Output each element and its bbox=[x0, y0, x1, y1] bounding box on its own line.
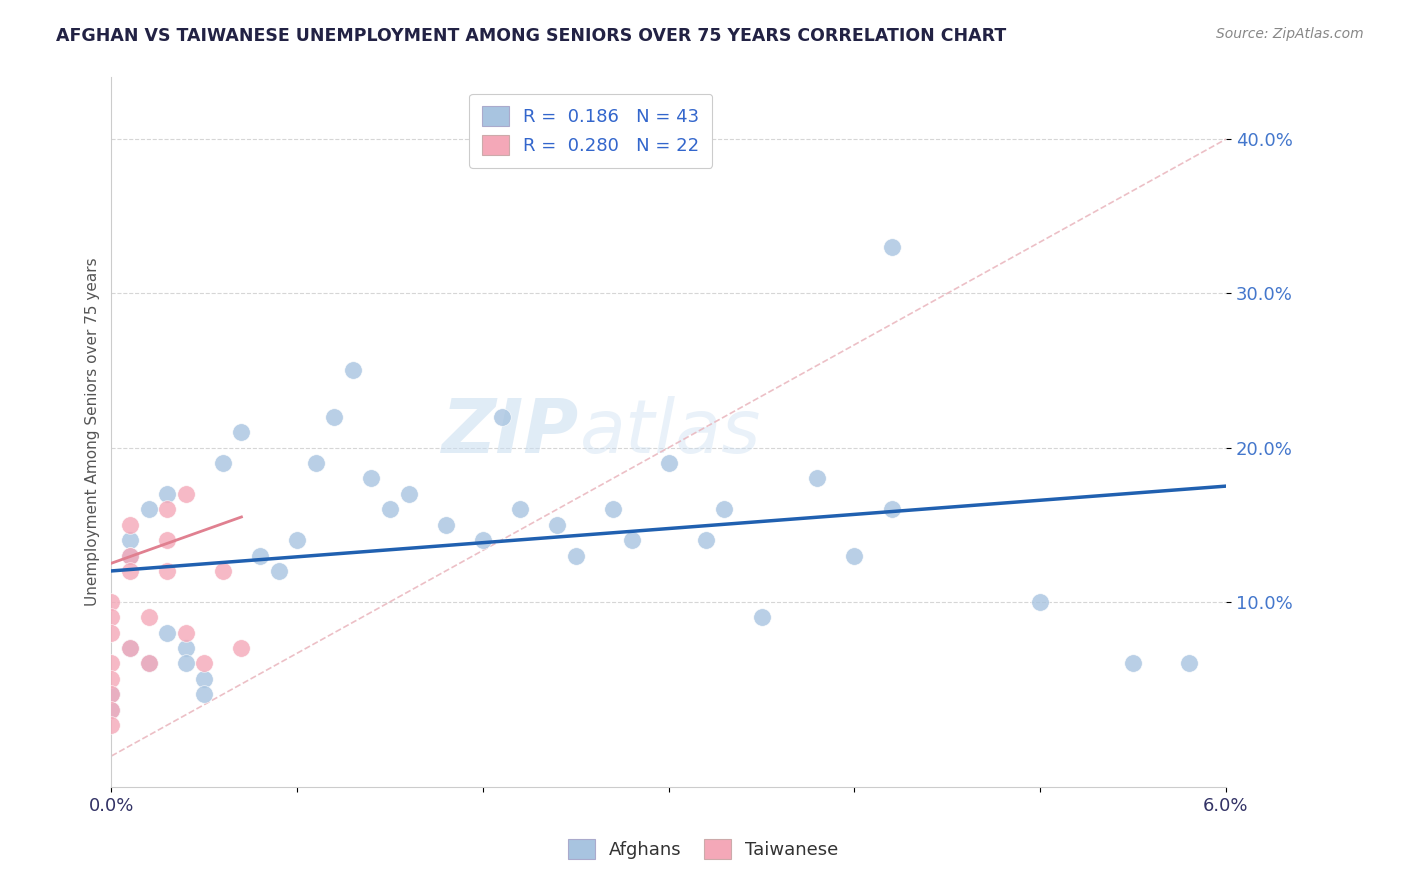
Point bbox=[231, 425, 253, 439]
Point bbox=[174, 487, 197, 501]
Point bbox=[880, 240, 903, 254]
Point bbox=[156, 625, 179, 640]
Point bbox=[751, 610, 773, 624]
Text: AFGHAN VS TAIWANESE UNEMPLOYMENT AMONG SENIORS OVER 75 YEARS CORRELATION CHART: AFGHAN VS TAIWANESE UNEMPLOYMENT AMONG S… bbox=[56, 27, 1007, 45]
Point bbox=[100, 657, 122, 671]
Point bbox=[193, 672, 215, 686]
Point bbox=[156, 564, 179, 578]
Point bbox=[212, 564, 235, 578]
Point bbox=[174, 657, 197, 671]
Point bbox=[231, 641, 253, 656]
Point bbox=[491, 409, 513, 424]
Point bbox=[620, 533, 643, 547]
Point bbox=[602, 502, 624, 516]
Point bbox=[118, 533, 141, 547]
Point bbox=[100, 687, 122, 701]
Point bbox=[100, 595, 122, 609]
Point bbox=[100, 625, 122, 640]
Point bbox=[156, 502, 179, 516]
Point bbox=[509, 502, 531, 516]
Point bbox=[695, 533, 717, 547]
Text: ZIP: ZIP bbox=[443, 396, 579, 468]
Point bbox=[1122, 657, 1144, 671]
Point bbox=[100, 703, 122, 717]
Point bbox=[434, 517, 457, 532]
Point bbox=[378, 502, 401, 516]
Text: Source: ZipAtlas.com: Source: ZipAtlas.com bbox=[1216, 27, 1364, 41]
Point bbox=[880, 502, 903, 516]
Point bbox=[100, 718, 122, 732]
Point bbox=[156, 487, 179, 501]
Point bbox=[342, 363, 364, 377]
Point bbox=[118, 549, 141, 563]
Point bbox=[565, 549, 588, 563]
Point bbox=[138, 502, 160, 516]
Point bbox=[360, 471, 382, 485]
Point bbox=[1178, 657, 1201, 671]
Point bbox=[285, 533, 308, 547]
Point bbox=[118, 564, 141, 578]
Legend: Afghans, Taiwanese: Afghans, Taiwanese bbox=[557, 828, 849, 870]
Point bbox=[806, 471, 828, 485]
Point bbox=[118, 517, 141, 532]
Y-axis label: Unemployment Among Seniors over 75 years: Unemployment Among Seniors over 75 years bbox=[86, 258, 100, 607]
Point bbox=[138, 610, 160, 624]
Point bbox=[267, 564, 290, 578]
Text: atlas: atlas bbox=[579, 396, 761, 468]
Point bbox=[118, 549, 141, 563]
Point bbox=[844, 549, 866, 563]
Point bbox=[156, 533, 179, 547]
Point bbox=[100, 672, 122, 686]
Point bbox=[713, 502, 735, 516]
Point bbox=[138, 657, 160, 671]
Point bbox=[100, 610, 122, 624]
Point bbox=[100, 687, 122, 701]
Point bbox=[174, 641, 197, 656]
Point bbox=[100, 703, 122, 717]
Point bbox=[305, 456, 328, 470]
Point bbox=[118, 641, 141, 656]
Point bbox=[118, 641, 141, 656]
Point bbox=[249, 549, 271, 563]
Point bbox=[658, 456, 681, 470]
Point bbox=[1029, 595, 1052, 609]
Legend: R =  0.186   N = 43, R =  0.280   N = 22: R = 0.186 N = 43, R = 0.280 N = 22 bbox=[470, 94, 713, 168]
Point bbox=[174, 625, 197, 640]
Point bbox=[398, 487, 420, 501]
Point bbox=[193, 687, 215, 701]
Point bbox=[212, 456, 235, 470]
Point bbox=[471, 533, 494, 547]
Point bbox=[138, 657, 160, 671]
Point bbox=[323, 409, 346, 424]
Point bbox=[546, 517, 568, 532]
Point bbox=[193, 657, 215, 671]
